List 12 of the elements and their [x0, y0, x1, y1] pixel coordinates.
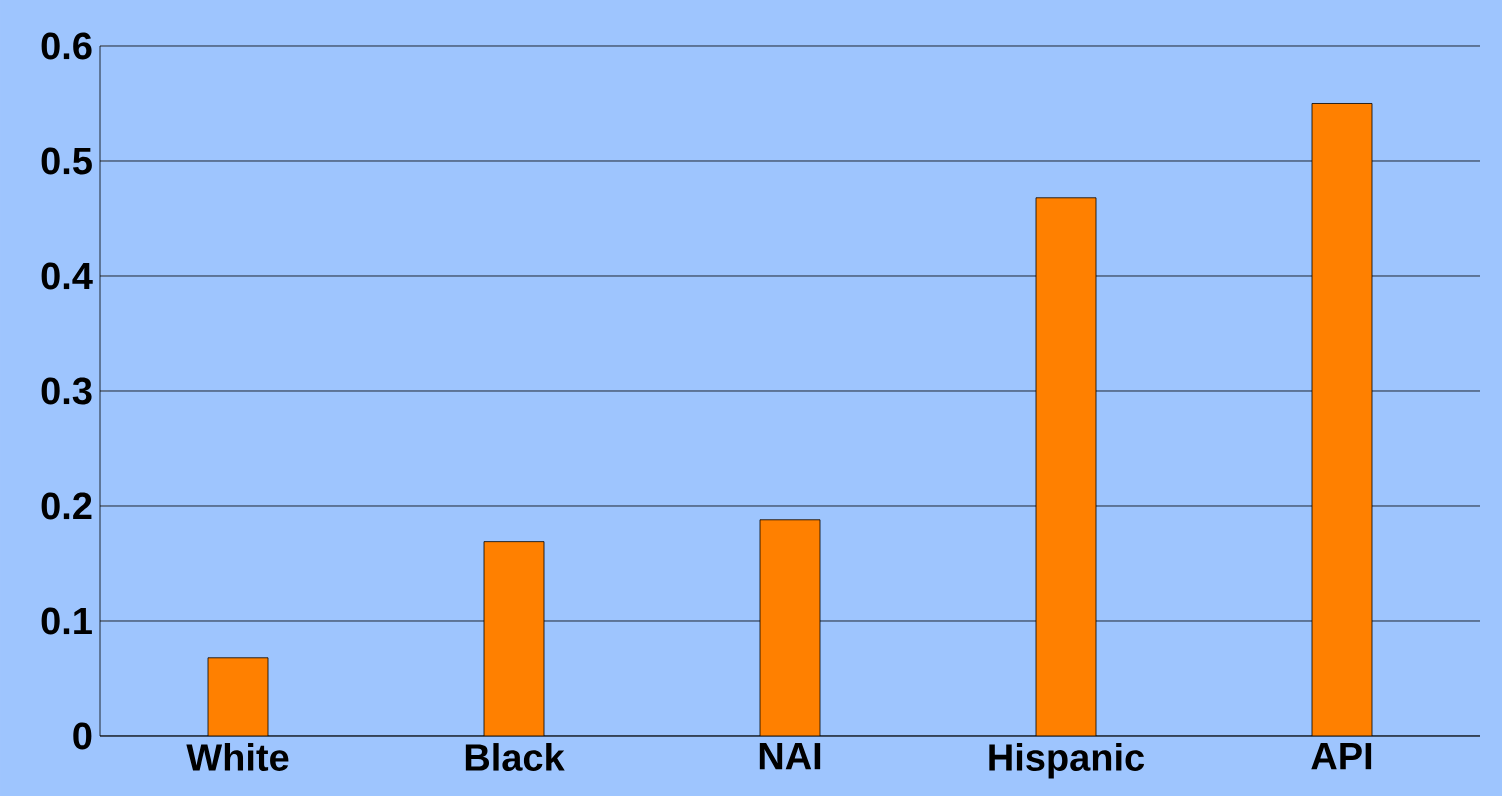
x-tick-label: Hispanic: [989, 743, 1145, 779]
x-tick-label: White: [186, 743, 289, 771]
x-tick-label: Black: [465, 743, 565, 771]
x-tick-label: API: [1311, 743, 1372, 770]
y-tick-label: 0.4: [41, 262, 93, 290]
y-tick-label: 0.1: [41, 607, 92, 635]
y-tick-label: 0.5: [41, 147, 92, 175]
y-tick-label: 0.6: [41, 32, 92, 60]
x-tick-label: NAI: [759, 743, 821, 770]
y-tick-label: 0.2: [41, 492, 92, 520]
y-tick-label: 0: [73, 722, 92, 750]
y-tick-label: 0.3: [41, 377, 92, 405]
